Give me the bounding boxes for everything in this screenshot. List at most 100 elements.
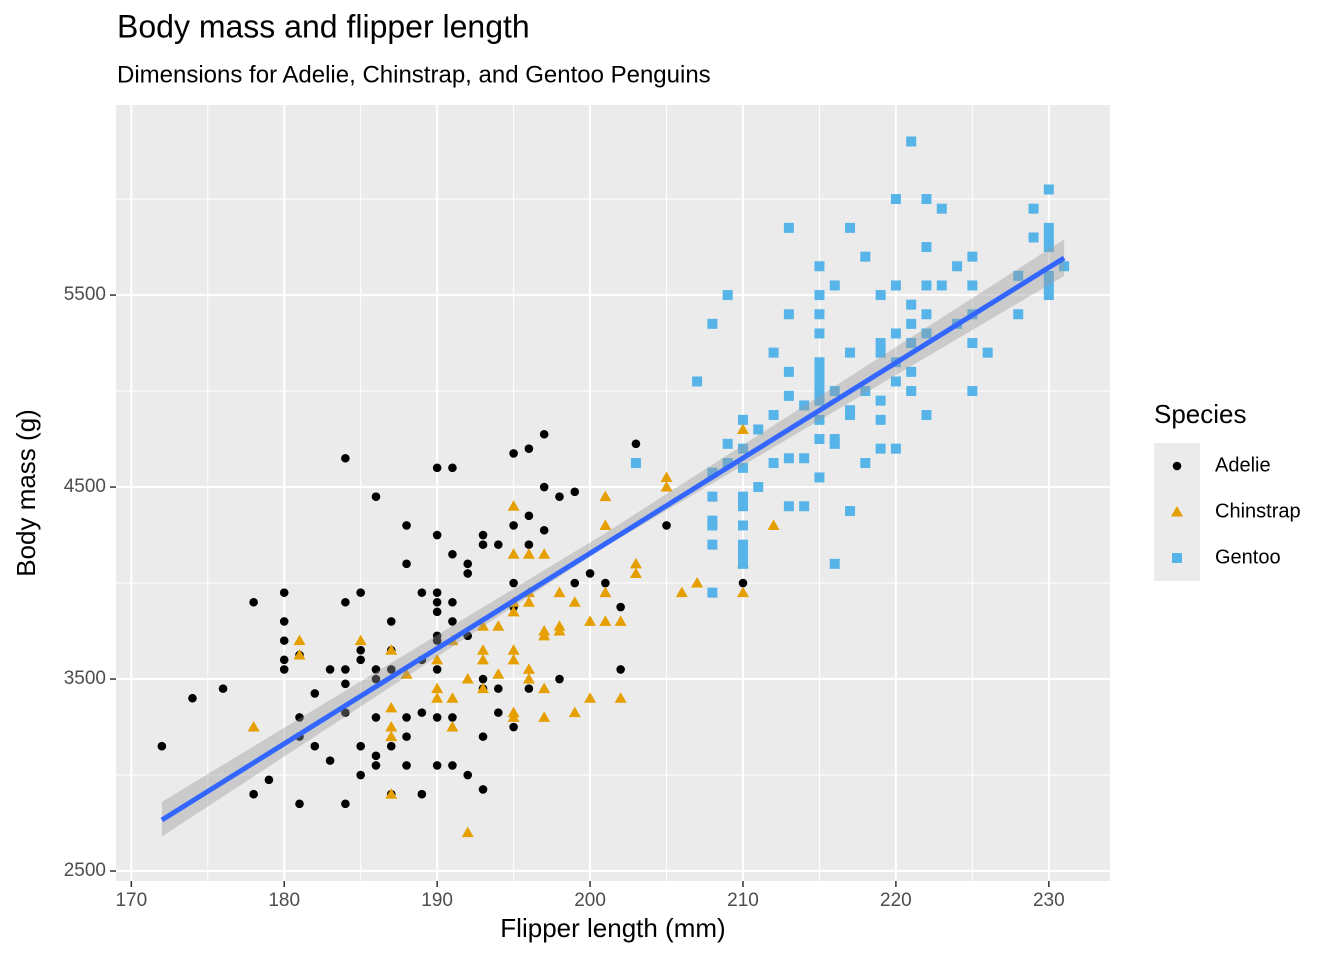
- point: [570, 578, 580, 588]
- point: [860, 251, 871, 262]
- point: [829, 558, 840, 569]
- point: [662, 521, 671, 530]
- point: [446, 692, 459, 703]
- point: [921, 242, 932, 253]
- point: [507, 711, 520, 722]
- point: [371, 665, 381, 674]
- point: [402, 732, 411, 741]
- point: [860, 458, 871, 469]
- point: [477, 644, 490, 655]
- point: [524, 444, 534, 453]
- point: [783, 453, 794, 464]
- point: [814, 434, 825, 445]
- point: [371, 751, 381, 761]
- point: [507, 548, 520, 559]
- chart-title: Body mass and flipper length: [117, 8, 530, 44]
- point: [783, 222, 794, 233]
- point: [463, 770, 473, 780]
- point: [385, 788, 398, 799]
- point: [845, 347, 856, 358]
- point: [707, 318, 718, 329]
- point: [477, 682, 490, 694]
- point: [783, 366, 794, 377]
- point: [279, 665, 289, 674]
- point: [616, 602, 625, 612]
- point: [599, 615, 612, 626]
- point: [188, 693, 197, 703]
- point: [524, 511, 534, 521]
- point: [691, 577, 704, 588]
- point: [539, 429, 549, 439]
- point: [494, 684, 503, 693]
- point: [738, 578, 748, 588]
- point: [478, 530, 488, 540]
- chart-subtitle: Dimensions for Adelie, Chinstrap, and Ge…: [117, 61, 711, 88]
- point: [921, 309, 932, 320]
- point: [325, 756, 335, 765]
- point: [295, 799, 304, 809]
- point: [660, 471, 673, 482]
- point: [814, 290, 825, 301]
- point: [707, 587, 718, 598]
- point: [446, 721, 459, 732]
- point: [555, 674, 564, 684]
- point: [492, 668, 505, 679]
- point: [247, 721, 260, 732]
- point: [325, 665, 335, 674]
- point: [279, 655, 289, 665]
- point: [967, 386, 978, 397]
- point: [737, 414, 748, 425]
- point: [737, 462, 748, 473]
- point: [553, 586, 566, 598]
- point: [753, 424, 764, 435]
- point: [906, 338, 917, 349]
- point: [293, 634, 306, 646]
- point: [737, 539, 748, 550]
- plot-panel: [116, 105, 1110, 881]
- point: [448, 597, 457, 607]
- point: [814, 261, 825, 272]
- point: [768, 347, 779, 358]
- point: [1043, 280, 1054, 291]
- point: [400, 668, 413, 679]
- point: [952, 261, 963, 272]
- point: [921, 194, 932, 205]
- y-axis-title: Body mass (g): [11, 409, 41, 577]
- point: [1043, 222, 1054, 233]
- point: [921, 280, 932, 291]
- point: [538, 711, 551, 722]
- point: [507, 653, 520, 665]
- point: [539, 482, 549, 492]
- point: [570, 487, 580, 497]
- point: [722, 458, 733, 469]
- point: [293, 649, 306, 660]
- point: [461, 673, 474, 684]
- point: [875, 443, 886, 454]
- point: [630, 458, 641, 469]
- point: [967, 338, 978, 349]
- point: [585, 569, 595, 578]
- point: [1043, 270, 1054, 281]
- point: [509, 722, 518, 732]
- point: [599, 490, 612, 502]
- point: [829, 434, 840, 445]
- point: [432, 761, 442, 770]
- point: [386, 617, 396, 626]
- point: [356, 741, 365, 751]
- point: [432, 665, 442, 674]
- point: [890, 376, 901, 387]
- point: [494, 540, 503, 549]
- point: [722, 438, 733, 449]
- point: [157, 741, 167, 751]
- point: [736, 586, 749, 598]
- point: [524, 684, 534, 693]
- point: [402, 713, 411, 722]
- legend-key: [1172, 553, 1182, 563]
- point: [875, 414, 886, 425]
- point: [555, 492, 564, 501]
- point: [829, 280, 840, 291]
- point: [601, 578, 610, 588]
- point: [492, 620, 505, 631]
- point: [341, 665, 350, 674]
